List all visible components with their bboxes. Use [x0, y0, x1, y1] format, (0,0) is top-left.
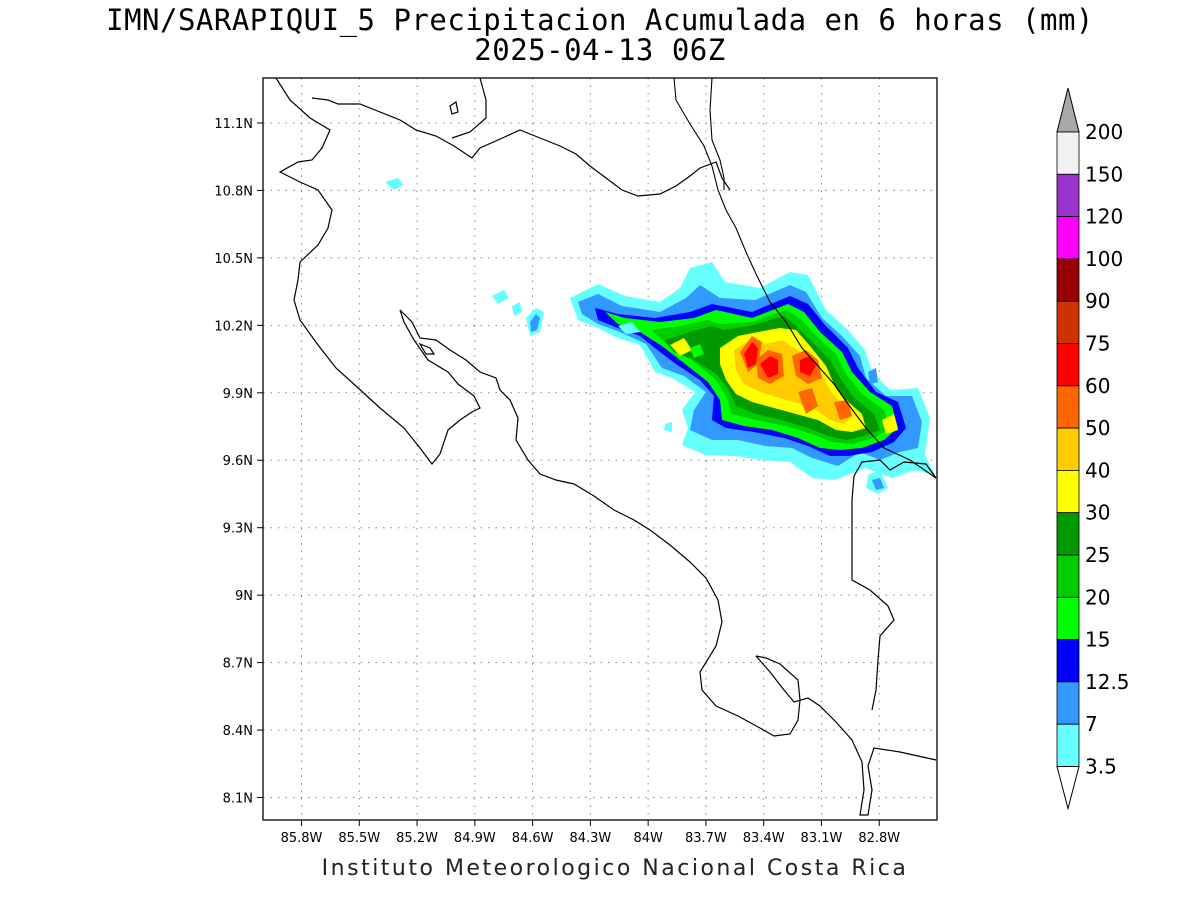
colorbar-min-arrow [1056, 766, 1080, 811]
colorbar-swatch [1056, 131, 1080, 175]
x-tick-label: 84.3W [569, 831, 611, 846]
y-tick-label: 8.7N [223, 657, 253, 672]
colorbar-label: 12.5 [1085, 670, 1130, 694]
x-tick-label: 85.8W [281, 831, 323, 846]
colorbar-label: 150 [1085, 162, 1123, 186]
colorbar-swatch [1056, 512, 1080, 556]
colorbar-swatch [1056, 385, 1080, 429]
chart-subtitle: 2025-04-13 06Z [474, 33, 726, 67]
y-tick-label: 8.1N [223, 792, 253, 807]
colorbar-max-arrow [1056, 87, 1080, 133]
colorbar-label: 75 [1085, 332, 1110, 356]
colorbar-label: 120 [1085, 205, 1123, 229]
x-tick-label: 84.9W [454, 831, 496, 846]
colorbar-swatch [1056, 216, 1080, 260]
political-border [673, 78, 937, 479]
colorbar-swatch [1056, 173, 1080, 218]
colorbar-label: 7 [1085, 712, 1098, 736]
y-tick-label: 9.9N [223, 387, 253, 402]
colorbar-label: 90 [1085, 289, 1110, 313]
y-tick-label: 10.8N [214, 184, 253, 199]
colorbar-swatch [1056, 596, 1080, 640]
colorbar-swatch [1056, 554, 1080, 598]
colorbar: 3.5 7 12.5 15 20 25 30 40 50 60 75 90 100 120 150 200 [1056, 87, 1130, 811]
y-tick-label: 9N [235, 589, 253, 604]
colorbar-label: 20 [1085, 585, 1110, 609]
x-axis: 85.8W 85.5W 85.2W 84.9W 84.6W 84.3W 84W 83.7W 83… [281, 820, 900, 846]
x-tick-label: 85.5W [338, 831, 380, 846]
y-tick-label: 9.3N [223, 522, 253, 537]
y-tick-label: 8.4N [223, 724, 253, 739]
y-tick-label: 9.6N [223, 454, 253, 469]
colorbar-label: 3.5 [1085, 755, 1117, 779]
colorbar-swatch [1056, 343, 1080, 387]
colorbar-label: 30 [1085, 501, 1110, 525]
precipitation-field [385, 178, 935, 494]
y-tick-label: 10.5N [214, 252, 253, 267]
x-tick-label: 82.8W [858, 831, 900, 846]
chart-title: IMN/SARAPIQUI_5 Precipitacion Acumulada … [106, 3, 1094, 37]
x-tick-label: 84W [633, 831, 663, 846]
x-tick-label: 84.6W [512, 831, 554, 846]
colorbar-swatch [1056, 639, 1080, 683]
x-tick-label: 83.7W [685, 831, 727, 846]
colorbar-swatch [1056, 427, 1080, 471]
colorbar-label: 100 [1085, 247, 1123, 271]
x-tick-label: 83.4W [743, 831, 785, 846]
y-tick-label: 11.1N [214, 117, 253, 132]
colorbar-label: 200 [1085, 120, 1123, 144]
footer-credit: Instituto Meteorologico Nacional Costa R… [321, 856, 909, 881]
colorbar-swatch [1056, 681, 1080, 725]
colorbar-swatch [1056, 723, 1080, 767]
colorbar-label: 25 [1085, 543, 1110, 567]
x-tick-label: 85.2W [396, 831, 438, 846]
colorbar-swatch [1056, 258, 1080, 302]
coastline [275, 78, 937, 816]
colorbar-swatch [1056, 469, 1080, 514]
colorbar-label: 50 [1085, 416, 1110, 440]
colorbar-swatch [1056, 300, 1080, 344]
x-tick-label: 83.1W [801, 831, 843, 846]
map-frame [262, 77, 938, 821]
colorbar-label: 60 [1085, 374, 1110, 398]
y-axis: 11.1N 10.8N 10.5N 10.2N 9.9N 9.6N 9.3N 9N 8.7N 8.… [214, 117, 263, 807]
y-tick-label: 10.2N [214, 319, 253, 334]
colorbar-label: 15 [1085, 628, 1110, 652]
colorbar-label: 40 [1085, 458, 1110, 482]
